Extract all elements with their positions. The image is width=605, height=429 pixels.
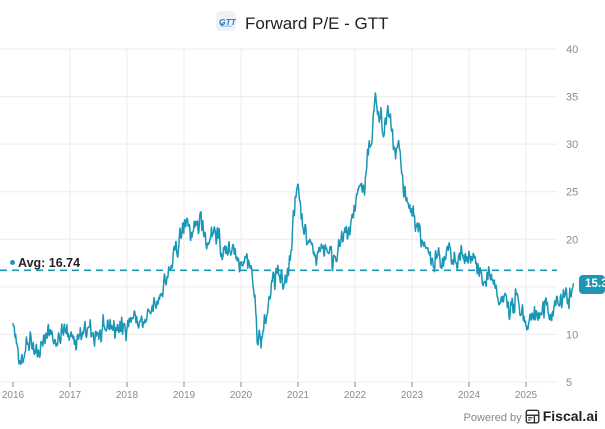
svg-text:10: 10 <box>566 329 578 341</box>
svg-text:2025: 2025 <box>515 390 538 401</box>
svg-text:2023: 2023 <box>401 390 424 401</box>
svg-text:2022: 2022 <box>344 390 367 401</box>
svg-text:2016: 2016 <box>2 390 25 401</box>
svg-text:2021: 2021 <box>287 390 310 401</box>
svg-text:2020: 2020 <box>230 390 253 401</box>
svg-text:2018: 2018 <box>116 390 139 401</box>
svg-text:2017: 2017 <box>59 390 82 401</box>
svg-text:40: 40 <box>566 44 578 56</box>
svg-text:2024: 2024 <box>458 390 481 401</box>
svg-text:2019: 2019 <box>173 390 196 401</box>
svg-text:5: 5 <box>566 377 572 389</box>
svg-text:35: 35 <box>566 92 578 104</box>
svg-text:30: 30 <box>566 139 578 151</box>
svg-text:25: 25 <box>566 187 578 199</box>
svg-text:20: 20 <box>566 234 578 246</box>
